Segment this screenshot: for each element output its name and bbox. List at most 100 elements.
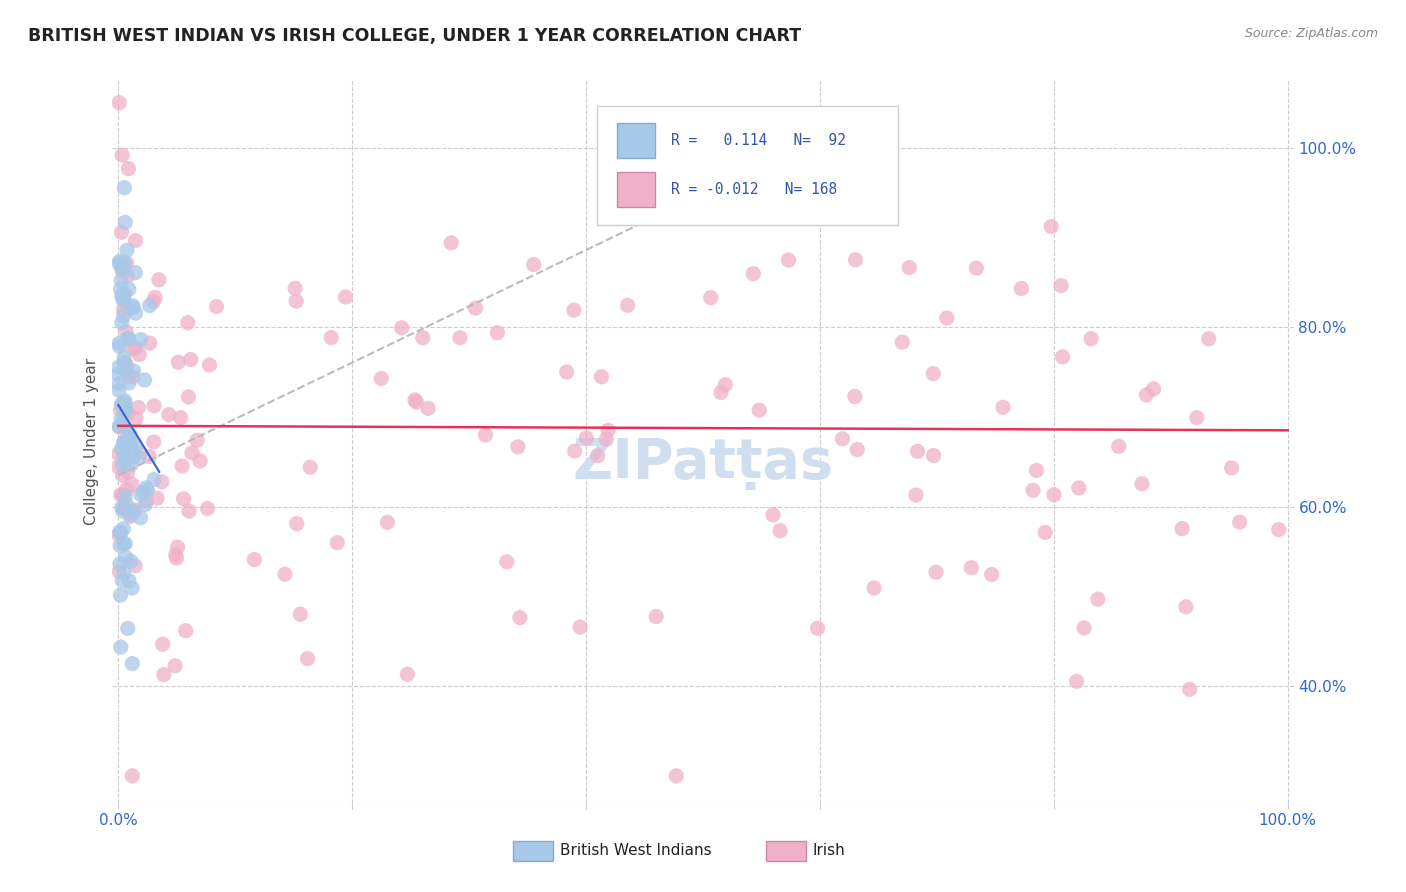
Point: [107, 368, 129, 382]
Point: [172, 458, 194, 473]
Point: [108, 565, 131, 579]
Point: [108, 256, 131, 270]
Point: [112, 421, 135, 435]
Point: [807, 621, 830, 635]
FancyBboxPatch shape: [617, 123, 655, 158]
Point: [111, 288, 134, 302]
Point: [506, 440, 529, 454]
Point: [129, 487, 152, 501]
Point: [1198, 332, 1220, 346]
Point: [120, 458, 142, 472]
Y-axis label: College, Under 1 year: College, Under 1 year: [83, 358, 98, 525]
Point: [846, 442, 869, 457]
Point: [112, 449, 135, 463]
Point: [665, 769, 688, 783]
Point: [112, 302, 135, 317]
Point: [991, 401, 1014, 415]
Point: [110, 526, 132, 541]
Point: [321, 330, 343, 344]
Point: [112, 437, 135, 451]
Text: ZIPatṭas: ZIPatṭas: [572, 436, 834, 491]
Point: [165, 551, 187, 566]
Point: [165, 548, 187, 562]
Point: [285, 294, 308, 309]
Point: [129, 510, 152, 524]
Point: [110, 588, 132, 602]
Point: [898, 260, 921, 275]
Point: [596, 423, 619, 437]
Point: [1229, 515, 1251, 529]
Point: [449, 331, 471, 345]
Point: [904, 488, 927, 502]
Point: [117, 406, 139, 420]
Point: [290, 607, 312, 622]
Point: [700, 291, 723, 305]
Point: [591, 369, 613, 384]
Point: [110, 282, 132, 296]
Point: [148, 273, 170, 287]
Point: [111, 416, 134, 430]
Point: [180, 352, 202, 367]
Point: [863, 581, 886, 595]
Point: [115, 256, 138, 270]
Point: [1067, 481, 1090, 495]
Point: [112, 537, 135, 551]
Point: [111, 289, 134, 303]
Point: [111, 458, 134, 472]
Point: [326, 535, 349, 549]
Point: [474, 428, 496, 442]
Point: [285, 516, 308, 531]
Point: [108, 557, 131, 571]
Point: [112, 402, 135, 417]
Point: [125, 341, 148, 355]
Point: [115, 359, 138, 374]
Point: [112, 566, 135, 580]
Point: [377, 516, 399, 530]
Point: [960, 561, 983, 575]
Point: [114, 255, 136, 269]
Point: [124, 503, 146, 517]
Point: [633, 138, 655, 153]
Point: [205, 300, 228, 314]
Point: [1073, 621, 1095, 635]
Point: [124, 266, 146, 280]
Point: [134, 497, 156, 511]
Point: [111, 261, 134, 276]
Point: [1142, 382, 1164, 396]
Point: [138, 450, 160, 464]
Point: [1050, 278, 1073, 293]
Point: [152, 637, 174, 651]
Text: British West Indians: British West Indians: [560, 844, 711, 858]
Point: [121, 477, 143, 491]
Point: [197, 501, 219, 516]
Point: [111, 263, 134, 277]
Point: [114, 393, 136, 408]
Point: [146, 491, 169, 506]
Point: [108, 419, 131, 434]
Point: [243, 552, 266, 566]
Point: [177, 390, 200, 404]
Point: [1066, 674, 1088, 689]
Point: [135, 493, 157, 508]
Point: [114, 325, 136, 339]
Point: [108, 384, 131, 398]
Point: [110, 403, 132, 417]
Point: [110, 273, 132, 287]
Point: [128, 347, 150, 361]
Point: [120, 440, 142, 454]
Point: [645, 609, 668, 624]
Point: [111, 316, 134, 330]
Point: [1080, 332, 1102, 346]
Text: R = -0.012   N= 168: R = -0.012 N= 168: [671, 182, 838, 197]
Point: [143, 399, 166, 413]
Point: [1087, 592, 1109, 607]
Point: [107, 459, 129, 474]
Point: [120, 509, 142, 524]
Point: [112, 500, 135, 515]
Point: [115, 483, 138, 497]
Point: [121, 769, 143, 783]
Point: [370, 371, 392, 385]
Point: [135, 481, 157, 495]
Point: [114, 215, 136, 229]
Point: [111, 398, 134, 412]
